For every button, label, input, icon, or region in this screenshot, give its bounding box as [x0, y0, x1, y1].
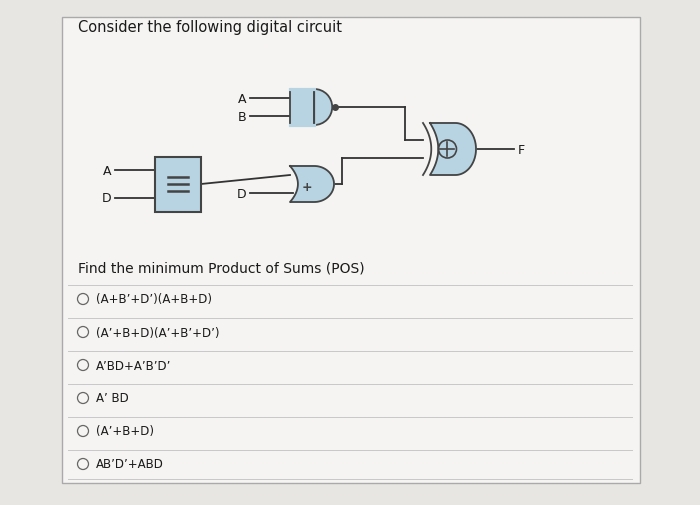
- Text: A’BD+A’B’D’: A’BD+A’B’D’: [96, 359, 172, 372]
- Polygon shape: [290, 167, 334, 203]
- Text: D: D: [237, 187, 246, 200]
- Text: (A’+B+D): (A’+B+D): [96, 425, 154, 438]
- Text: A: A: [102, 164, 111, 177]
- Text: A: A: [237, 92, 246, 105]
- Wedge shape: [314, 90, 332, 126]
- Text: Consider the following digital circuit: Consider the following digital circuit: [78, 20, 342, 35]
- Text: +: +: [302, 180, 312, 193]
- Polygon shape: [430, 124, 476, 176]
- Text: B: B: [237, 110, 246, 123]
- Text: F: F: [518, 143, 525, 156]
- FancyBboxPatch shape: [62, 18, 640, 483]
- Text: (A+B’+D’)(A+B+D): (A+B’+D’)(A+B+D): [96, 293, 212, 306]
- Bar: [290, 90, 314, 126]
- Bar: [155, 157, 201, 212]
- Text: D: D: [102, 192, 111, 205]
- Text: A’ BD: A’ BD: [96, 392, 129, 405]
- Text: Find the minimum Product of Sums (POS): Find the minimum Product of Sums (POS): [78, 261, 365, 274]
- Text: AB’D’+ABD: AB’D’+ABD: [96, 458, 164, 471]
- Text: (A’+B+D)(A’+B’+D’): (A’+B+D)(A’+B’+D’): [96, 326, 220, 339]
